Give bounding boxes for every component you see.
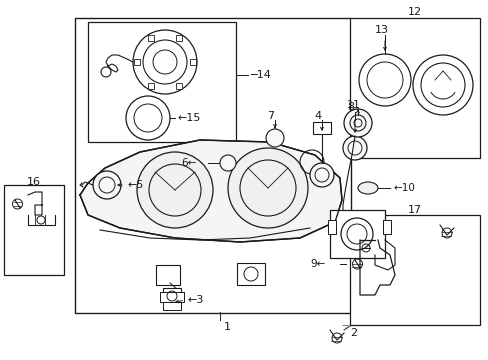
Bar	[312, 122, 330, 134]
Bar	[156, 265, 180, 285]
Bar	[148, 35, 154, 41]
Bar	[327, 220, 335, 234]
Ellipse shape	[357, 182, 377, 194]
Circle shape	[227, 148, 307, 228]
Circle shape	[265, 129, 284, 147]
Bar	[148, 83, 154, 89]
Bar	[160, 292, 183, 302]
Bar	[349, 215, 479, 325]
Text: 16: 16	[27, 177, 41, 187]
Bar	[88, 22, 236, 142]
Bar	[75, 18, 350, 313]
Bar	[349, 18, 479, 158]
Text: ←15: ←15	[177, 113, 200, 123]
Text: 8: 8	[347, 102, 354, 112]
Bar	[176, 35, 182, 41]
Text: 11: 11	[346, 100, 360, 110]
Bar	[237, 263, 264, 285]
Bar	[4, 185, 64, 275]
Bar	[190, 59, 196, 65]
Text: 13: 13	[374, 25, 388, 35]
Text: ←3: ←3	[186, 295, 203, 305]
Text: 2: 2	[349, 328, 356, 338]
Bar	[163, 302, 181, 310]
Text: 1: 1	[224, 322, 230, 332]
Circle shape	[342, 136, 366, 160]
Text: 7: 7	[267, 111, 274, 121]
Circle shape	[343, 109, 371, 137]
Bar	[163, 288, 181, 304]
Text: ←5: ←5	[127, 180, 143, 190]
Circle shape	[309, 163, 333, 187]
Circle shape	[93, 171, 121, 199]
Polygon shape	[80, 140, 341, 242]
Bar	[176, 83, 182, 89]
Text: 4: 4	[314, 111, 321, 121]
Text: ←10: ←10	[392, 183, 414, 193]
Text: 17: 17	[407, 205, 421, 215]
Bar	[134, 59, 140, 65]
Circle shape	[137, 152, 213, 228]
Text: ─14: ─14	[249, 70, 270, 80]
Bar	[382, 220, 390, 234]
Text: 6←: 6←	[181, 158, 197, 168]
Text: 9←: 9←	[310, 259, 325, 269]
Bar	[329, 210, 384, 258]
Text: 12: 12	[407, 7, 421, 17]
Circle shape	[220, 155, 236, 171]
